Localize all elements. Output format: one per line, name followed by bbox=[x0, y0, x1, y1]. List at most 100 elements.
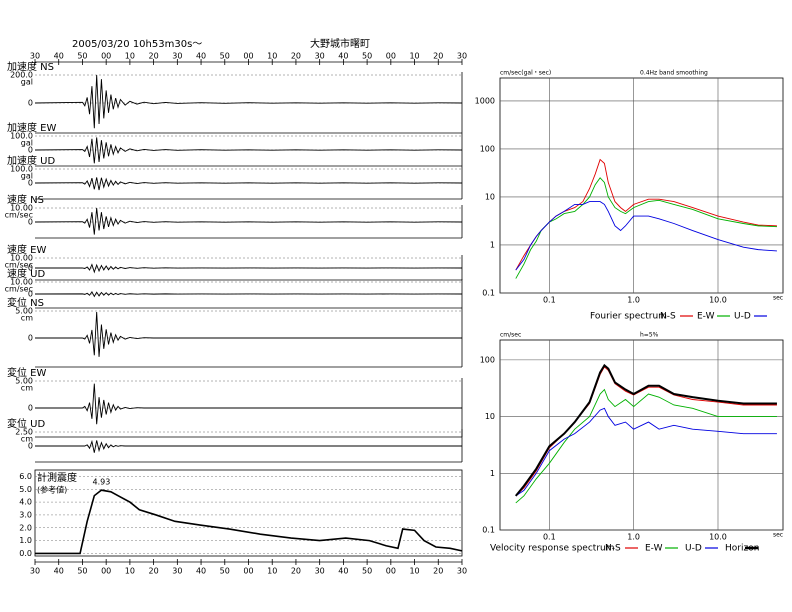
y-tick-label: 0 bbox=[28, 264, 33, 273]
y-tick-label: 5.00 bbox=[15, 307, 33, 316]
panel-title: 計測震度 bbox=[37, 471, 77, 484]
y-tick-label: 100.0 bbox=[10, 132, 33, 141]
time-tick-label: 30 bbox=[315, 567, 325, 576]
panel-title: 変位 EW bbox=[7, 366, 46, 379]
record-datetime: 2005/03/20 10h53m30s～ bbox=[72, 39, 202, 50]
y-tick-label: 0 bbox=[28, 146, 33, 155]
waveform bbox=[34, 290, 463, 298]
time-tick-label: 50 bbox=[77, 567, 87, 576]
unit-label: cm/sec bbox=[5, 211, 33, 220]
legend-label: E-W bbox=[697, 312, 715, 322]
time-tick-label: 20 bbox=[149, 52, 159, 61]
y-tick-label: 2.50 bbox=[15, 428, 33, 437]
time-tick-label: 10 bbox=[125, 567, 135, 576]
time-tick-label: 20 bbox=[291, 52, 301, 61]
legend-title: Velocity response spectrum bbox=[490, 544, 615, 554]
time-tick-label: 30 bbox=[172, 52, 182, 61]
plot-note: h=5% bbox=[640, 332, 659, 339]
time-tick-label: 00 bbox=[386, 567, 396, 576]
y-tick-label: 100 bbox=[480, 355, 495, 364]
y-tick-label: 6.0 bbox=[19, 472, 32, 481]
y-tick-label: 0 bbox=[28, 290, 33, 299]
y-tick-label: 1000 bbox=[475, 96, 495, 105]
time-tick-label: 50 bbox=[362, 567, 372, 576]
unit-label: cm bbox=[21, 314, 33, 323]
time-tick-label: 10 bbox=[409, 52, 419, 61]
record-location: 大野城市曙町 bbox=[310, 37, 370, 50]
time-tick-label: 40 bbox=[338, 52, 348, 61]
time-tick-label: 40 bbox=[54, 567, 64, 576]
y-tick-label: 4.0 bbox=[19, 498, 32, 507]
x-tick-label: 0.1 bbox=[543, 533, 556, 542]
x-tick-label: 1.0 bbox=[627, 296, 640, 305]
time-tick-label: 20 bbox=[433, 567, 443, 576]
unit-label: cm/sec bbox=[5, 285, 33, 294]
time-tick-label: 00 bbox=[386, 52, 396, 61]
x-tick-label: 1.0 bbox=[627, 533, 640, 542]
time-tick-label: 20 bbox=[291, 567, 301, 576]
legend-label: U-D bbox=[685, 544, 702, 554]
y-tick-label: 0 bbox=[28, 99, 33, 108]
legend-label: N-S bbox=[660, 312, 676, 322]
time-tick-label: 40 bbox=[196, 567, 206, 576]
y-tick-label: 10.00 bbox=[10, 204, 33, 213]
panel-title: 変位 UD bbox=[7, 417, 45, 430]
time-tick-label: 10 bbox=[125, 52, 135, 61]
time-tick-label: 30 bbox=[30, 52, 40, 61]
y-tick-label: 0 bbox=[28, 179, 33, 188]
time-tick-label: 30 bbox=[30, 567, 40, 576]
waveform bbox=[34, 207, 463, 235]
panel-title: 速度 UD bbox=[7, 267, 45, 280]
time-tick-label: 00 bbox=[101, 52, 111, 61]
x-unit: sec bbox=[773, 295, 783, 302]
y-tick-label: 10 bbox=[485, 412, 495, 421]
panel-title: 加速度 NS bbox=[7, 60, 54, 73]
legend-label: E-W bbox=[645, 544, 663, 554]
y-tick-label: 0 bbox=[28, 218, 33, 227]
time-tick-label: 20 bbox=[433, 52, 443, 61]
panel-title: 加速度 EW bbox=[7, 121, 56, 134]
y-tick-label: 100 bbox=[480, 144, 495, 153]
waveform bbox=[34, 74, 463, 129]
legend-label: N-S bbox=[605, 544, 621, 554]
time-tick-label: 50 bbox=[77, 52, 87, 61]
panel-title: 速度 NS bbox=[7, 193, 44, 206]
time-tick-label: 10 bbox=[409, 567, 419, 576]
spectrum-line bbox=[515, 388, 777, 504]
x-tick-label: 10.0 bbox=[709, 296, 727, 305]
unit-label: cm bbox=[21, 384, 33, 393]
intensity-line bbox=[35, 489, 463, 555]
y-tick-label: 0.0 bbox=[19, 549, 32, 558]
time-tick-label: 30 bbox=[172, 567, 182, 576]
panel-title: 変位 NS bbox=[7, 296, 44, 309]
y-tick-label: 0.1 bbox=[482, 289, 495, 298]
y-tick-label: 10.00 bbox=[10, 278, 33, 287]
y-tick-label: 0 bbox=[28, 404, 33, 413]
y-tick-label: 200.0 bbox=[10, 71, 33, 80]
spectrum-line bbox=[515, 201, 777, 271]
y-tick-label: 3.0 bbox=[19, 510, 32, 519]
plot-note: 0.4Hz band smoothing bbox=[640, 70, 708, 77]
y-tick-label: 0.1 bbox=[482, 526, 495, 535]
unit-label: gal bbox=[21, 172, 33, 181]
time-tick-label: 40 bbox=[338, 567, 348, 576]
waveform bbox=[34, 137, 463, 164]
x-unit: sec bbox=[773, 532, 783, 539]
waveform bbox=[35, 383, 462, 425]
time-tick-label: 50 bbox=[362, 52, 372, 61]
panel-title: 加速度 UD bbox=[7, 154, 55, 167]
time-tick-label: 50 bbox=[220, 567, 230, 576]
spectrum-line bbox=[515, 363, 777, 497]
waveform bbox=[35, 312, 462, 357]
time-tick-label: 10 bbox=[267, 52, 277, 61]
time-tick-label: 50 bbox=[220, 52, 230, 61]
time-tick-label: 10 bbox=[267, 567, 277, 576]
legend-title: Fourier spectrum bbox=[590, 312, 667, 322]
time-tick-label: 00 bbox=[243, 52, 253, 61]
time-tick-label: 40 bbox=[196, 52, 206, 61]
y-tick-label: 10.00 bbox=[10, 254, 33, 263]
legend-label: U-D bbox=[734, 312, 751, 322]
y-tick-label: 0 bbox=[28, 442, 33, 451]
y-tick-label: 2.0 bbox=[19, 523, 32, 532]
